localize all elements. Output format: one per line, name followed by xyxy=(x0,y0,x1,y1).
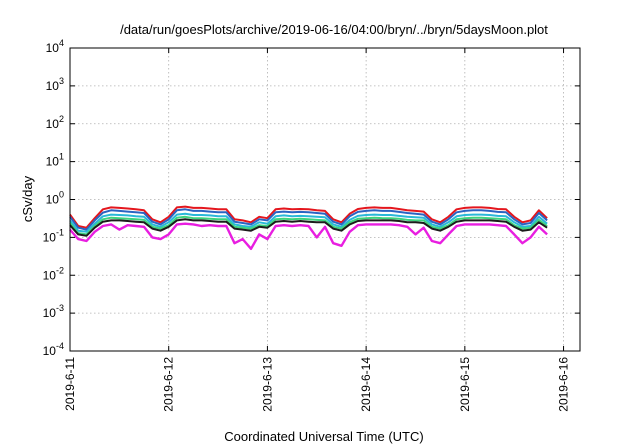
series-line xyxy=(69,205,548,229)
y-tick-label: 101 xyxy=(46,152,64,169)
x-tick-labels: 2019-6-11 2019-6-12 2019-6-13 2019-6-14 2019… xyxy=(63,357,571,412)
grid xyxy=(70,48,580,351)
y-tick-label: 104 xyxy=(46,38,64,55)
y-axis-label: cSv/day xyxy=(20,175,35,222)
y-tick-label: 10-2 xyxy=(43,265,64,282)
y-tick-label: 10-1 xyxy=(43,227,64,244)
y-tick-labels: 10-4 10-3 10-2 10-1 100 101 102 103 104 xyxy=(43,38,64,358)
chart-title: /data/run/goesPlots/archive/2019-06-16/0… xyxy=(120,22,548,37)
series-line xyxy=(69,208,548,231)
x-tick-label: 2019-6-13 xyxy=(260,357,274,412)
x-tick-label: 2019-6-11 xyxy=(63,357,77,411)
x-tick-label: 2019-6-12 xyxy=(162,357,176,412)
y-tick-label: 100 xyxy=(46,190,64,207)
x-axis-label: Coordinated Universal Time (UTC) xyxy=(224,429,423,444)
series-line xyxy=(69,218,548,237)
axis-ticks xyxy=(69,47,580,352)
x-tick-label: 2019-6-16 xyxy=(557,357,571,412)
series-line xyxy=(69,212,548,233)
series-line xyxy=(69,222,548,251)
y-tick-label: 10-3 xyxy=(43,303,64,320)
series-line xyxy=(69,215,548,236)
x-tick-label: 2019-6-15 xyxy=(458,357,472,412)
series-group xyxy=(69,205,548,251)
y-tick-label: 102 xyxy=(46,114,64,131)
y-tick-label: 10-4 xyxy=(43,341,64,358)
x-tick-label: 2019-6-14 xyxy=(359,357,373,412)
y-tick-label: 103 xyxy=(46,76,64,93)
